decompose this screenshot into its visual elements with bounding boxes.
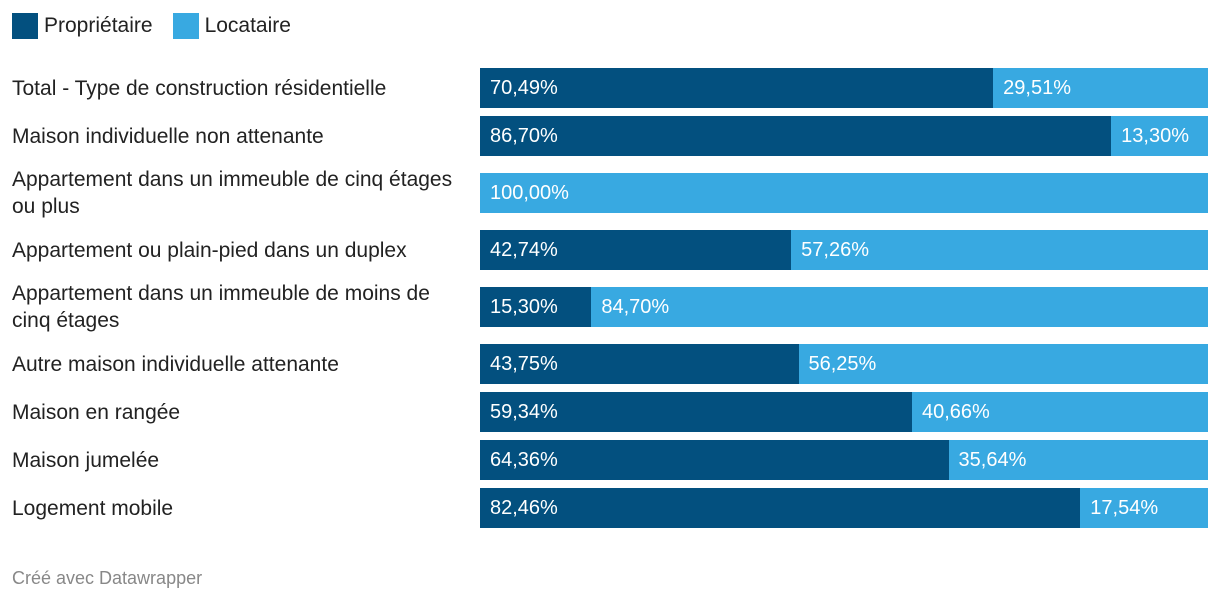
legend-label-locataire: Locataire xyxy=(204,14,291,37)
stacked-bar: 59,34% 40,66% xyxy=(480,392,1208,432)
bar-chart: Total - Type de construction résidentiel… xyxy=(12,68,1208,536)
stacked-bar: 15,30% 84,70% xyxy=(480,287,1208,327)
bar-segment-locataire: 35,64% xyxy=(948,440,1208,480)
category-label: Maison jumelée xyxy=(12,448,160,472)
bar-segment-locataire: 40,66% xyxy=(911,392,1208,432)
category-label: Maison individuelle non attenante xyxy=(12,124,324,148)
category-label: Maison en rangée xyxy=(12,400,181,424)
legend-item-locataire: Locataire xyxy=(172,12,291,40)
legend-swatch-proprietaire xyxy=(12,13,38,39)
bar-row: Appartement dans un immeuble de cinq éta… xyxy=(12,166,1208,220)
bar-segment-proprietaire: 42,74% xyxy=(480,230,792,270)
legend-item-proprietaire: Propriétaire xyxy=(12,12,153,40)
bar-row: Appartement dans un immeuble de moins de… xyxy=(12,280,1208,334)
stacked-bar: 64,36% 35,64% xyxy=(480,440,1208,480)
bar-row: Maison jumelée 64,36% 35,64% xyxy=(12,440,1208,480)
bar-row: Maison individuelle non attenante 86,70% 1… xyxy=(12,116,1208,156)
category-label: Total - Type de construction résidentiel… xyxy=(12,76,387,100)
bar-segment-proprietaire: 82,46% xyxy=(480,488,1081,528)
category-label: Appartement dans un immeuble de cinq éta… xyxy=(12,168,453,218)
bar-segment-proprietaire: 15,30% xyxy=(480,287,592,327)
bar-segment-proprietaire: 64,36% xyxy=(480,440,949,480)
stacked-bar: 42,74% 57,26% xyxy=(480,230,1208,270)
bar-segment-locataire: 56,25% xyxy=(798,344,1208,384)
category-label: Autre maison individuelle attenante xyxy=(12,352,339,376)
bar-segment-locataire: 57,26% xyxy=(791,230,1208,270)
bar-segment-proprietaire: 70,49% xyxy=(480,68,994,108)
footer-credit: Créé avec Datawrapper xyxy=(12,568,203,588)
stacked-bar: 70,49% 29,51% xyxy=(480,68,1208,108)
stacked-bar: 43,75% 56,25% xyxy=(480,344,1208,384)
stacked-bar: 82,46% 17,54% xyxy=(480,488,1208,528)
category-label: Appartement dans un immeuble de moins de… xyxy=(12,282,430,332)
bar-segment-locataire: 84,70% xyxy=(591,287,1208,327)
legend: Propriétaire Locataire xyxy=(12,12,291,40)
stacked-bar: 86,70% 13,30% xyxy=(480,116,1208,156)
legend-label-proprietaire: Propriétaire xyxy=(44,14,153,37)
bar-segment-proprietaire: 86,70% xyxy=(480,116,1112,156)
stacked-bar: 100,00% xyxy=(480,173,1208,213)
bar-segment-locataire: 17,54% xyxy=(1080,488,1208,528)
legend-swatch-locataire xyxy=(172,13,199,39)
bar-row: Maison en rangée 59,34% 40,66% xyxy=(12,392,1208,432)
bar-segment-proprietaire: 43,75% xyxy=(480,344,799,384)
bar-row: Appartement ou plain-pied dans un duplex… xyxy=(12,230,1208,270)
bar-segment-proprietaire: 59,34% xyxy=(480,392,912,432)
category-label: Appartement ou plain-pied dans un duplex xyxy=(12,238,407,262)
category-label: Logement mobile xyxy=(12,496,174,520)
bar-segment-locataire: 13,30% xyxy=(1111,116,1208,156)
bar-row: Autre maison individuelle attenante 43,75… xyxy=(12,344,1208,384)
bar-row: Total - Type de construction résidentiel… xyxy=(12,68,1208,108)
bar-row: Logement mobile 82,46% 17,54% xyxy=(12,488,1208,528)
bar-segment-locataire: 29,51% xyxy=(993,68,1208,108)
bar-segment-locataire: 100,00% xyxy=(480,173,1208,213)
